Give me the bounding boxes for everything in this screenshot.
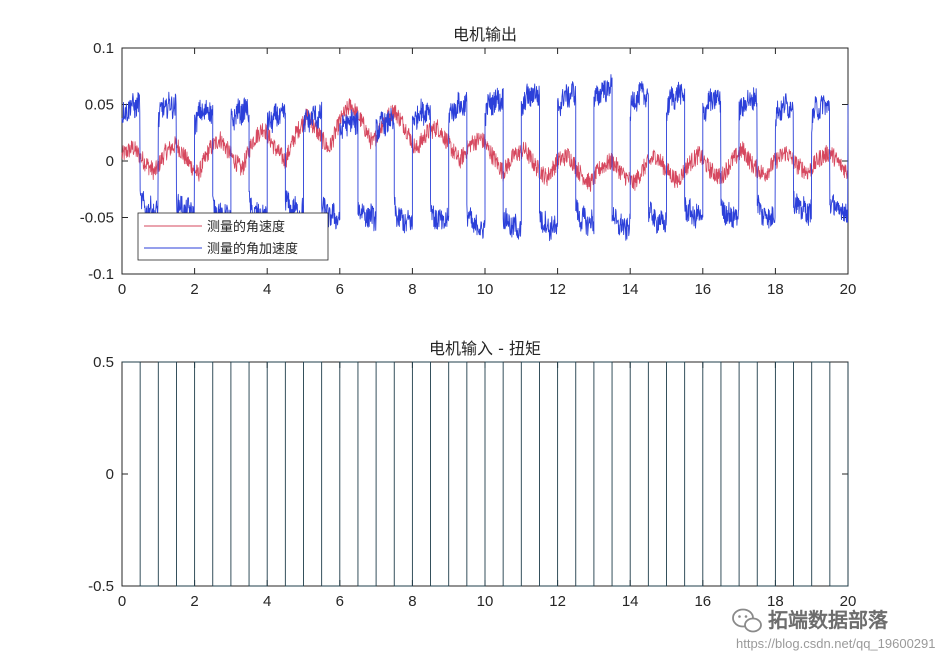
top-x-tick-label: 14: [622, 281, 639, 298]
bottom-x-tick-label: 4: [263, 593, 271, 610]
bottom-x-tick-label: 18: [767, 593, 784, 610]
watermark: 拓端数据部落 https://blog.csdn.net/qq_19600291: [732, 608, 936, 651]
bottom-x-tick-label: 0: [118, 593, 126, 610]
bottom-series-line-0: [122, 361, 849, 587]
bottom-x-tick-label: 20: [840, 593, 857, 610]
top-x-tick-label: 18: [767, 281, 784, 298]
top-y-tick-label: -0.1: [88, 266, 114, 283]
top-y-tick-label: 0: [106, 153, 114, 170]
top-x-tick-label: 2: [190, 281, 198, 298]
bottom-x-tick-label: 16: [694, 593, 711, 610]
bottom-y-tick-label: 0: [106, 466, 114, 483]
bottom-x-tick-label: 14: [622, 593, 639, 610]
legend-label-angular-velocity: 测量的角速度: [207, 219, 285, 235]
top-y-tick-label: 0.1: [93, 40, 114, 57]
legend: 测量的角速度 测量的角加速度: [137, 212, 329, 261]
top-x-tick-label: 0: [118, 281, 126, 298]
bottom-x-tick-label: 10: [477, 593, 494, 610]
top-y-tick-label: 0.05: [85, 97, 114, 114]
top-axes: 电机输出 0 2 4 6 8 10 12 14 16 18 20 -0.1 -0.05 0 0.05 0.1…: [80, 25, 857, 298]
bottom-x-tick-label: 12: [549, 593, 566, 610]
bottom-x-ticks: 0 2 4 6 8 10 12 14 16 18 20: [118, 362, 857, 610]
legend-label-angular-acceleration: 测量的角加速度: [207, 241, 298, 257]
watermark-url: https://blog.csdn.net/qq_19600291: [736, 636, 936, 651]
top-x-tick-label: 12: [549, 281, 566, 298]
top-x-tick-label: 6: [336, 281, 344, 298]
top-x-ticks: 0 2 4 6 8 10 12 14 16 18 20: [118, 48, 857, 298]
wechat-icon: [732, 608, 762, 633]
legend-box: [137, 212, 329, 261]
top-x-tick-label: 10: [477, 281, 494, 298]
bottom-series: [122, 361, 849, 587]
watermark-text: 拓端数据部落: [768, 608, 889, 632]
bottom-x-tick-label: 2: [190, 593, 198, 610]
top-y-ticks: -0.1 -0.05 0 0.05 0.1: [80, 40, 848, 283]
top-x-tick-label: 8: [408, 281, 416, 298]
bottom-chart-title: 电机输入 - 扭矩: [429, 339, 541, 358]
top-y-tick-label: -0.05: [80, 210, 114, 227]
bottom-x-tick-label: 6: [336, 593, 344, 610]
top-x-tick-label: 16: [694, 281, 711, 298]
bottom-axes: 电机输入 - 扭矩 0 2 4 6 8 10 12 14 16 18 20 -0.500.5: [88, 339, 856, 610]
top-x-tick-label: 20: [840, 281, 857, 298]
top-x-tick-label: 4: [263, 281, 271, 298]
top-series-line-1: [121, 74, 849, 242]
top-chart-title: 电机输出: [453, 25, 517, 44]
top-series: [121, 74, 849, 242]
bottom-y-tick-label: 0.5: [93, 354, 114, 371]
bottom-x-tick-label: 8: [408, 593, 416, 610]
bottom-y-tick-label: -0.5: [88, 578, 114, 595]
